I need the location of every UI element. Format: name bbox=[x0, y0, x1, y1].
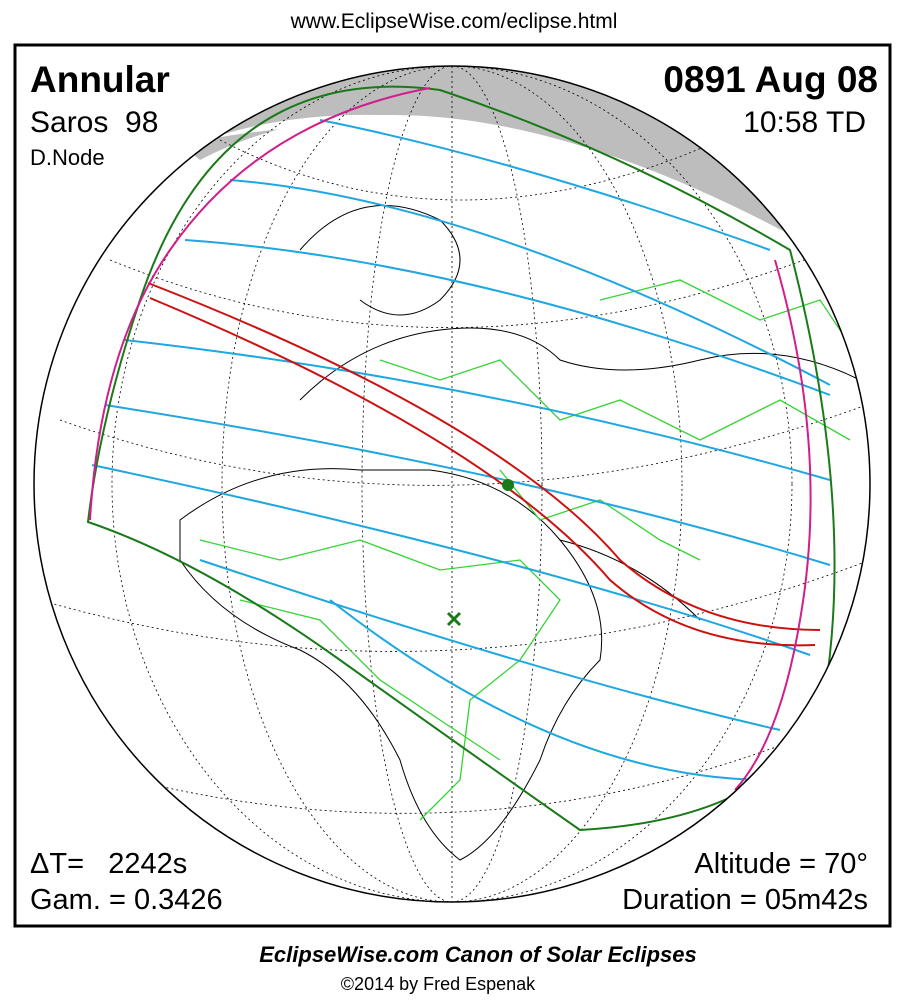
eclipse-type: Annular bbox=[30, 59, 170, 100]
saros: Saros 98 bbox=[30, 106, 158, 139]
date: 0891 Aug 08 bbox=[663, 59, 878, 100]
time: 10:58 TD bbox=[743, 106, 866, 139]
node: D.Node bbox=[30, 145, 105, 170]
altitude: Altitude = 70° bbox=[694, 848, 868, 880]
globe bbox=[34, 66, 870, 902]
subsolar-point bbox=[446, 611, 462, 627]
gamma: Gam. = 0.3426 bbox=[30, 884, 223, 916]
borders bbox=[199, 279, 861, 821]
greatest-eclipse bbox=[502, 479, 514, 491]
footer-title: EclipseWise.com Canon of Solar Eclipses bbox=[259, 942, 697, 967]
duration: Duration = 05m42s bbox=[622, 884, 868, 916]
footer-credit: ©2014 by Fred Espenak bbox=[341, 974, 536, 994]
graticule bbox=[39, 66, 870, 902]
url: www.EclipseWise.com/eclipse.html bbox=[290, 10, 618, 33]
delta-t: ΔT= 2242s bbox=[30, 848, 187, 880]
eclipse-paths bbox=[86, 85, 836, 832]
globe-outline bbox=[33, 65, 871, 903]
